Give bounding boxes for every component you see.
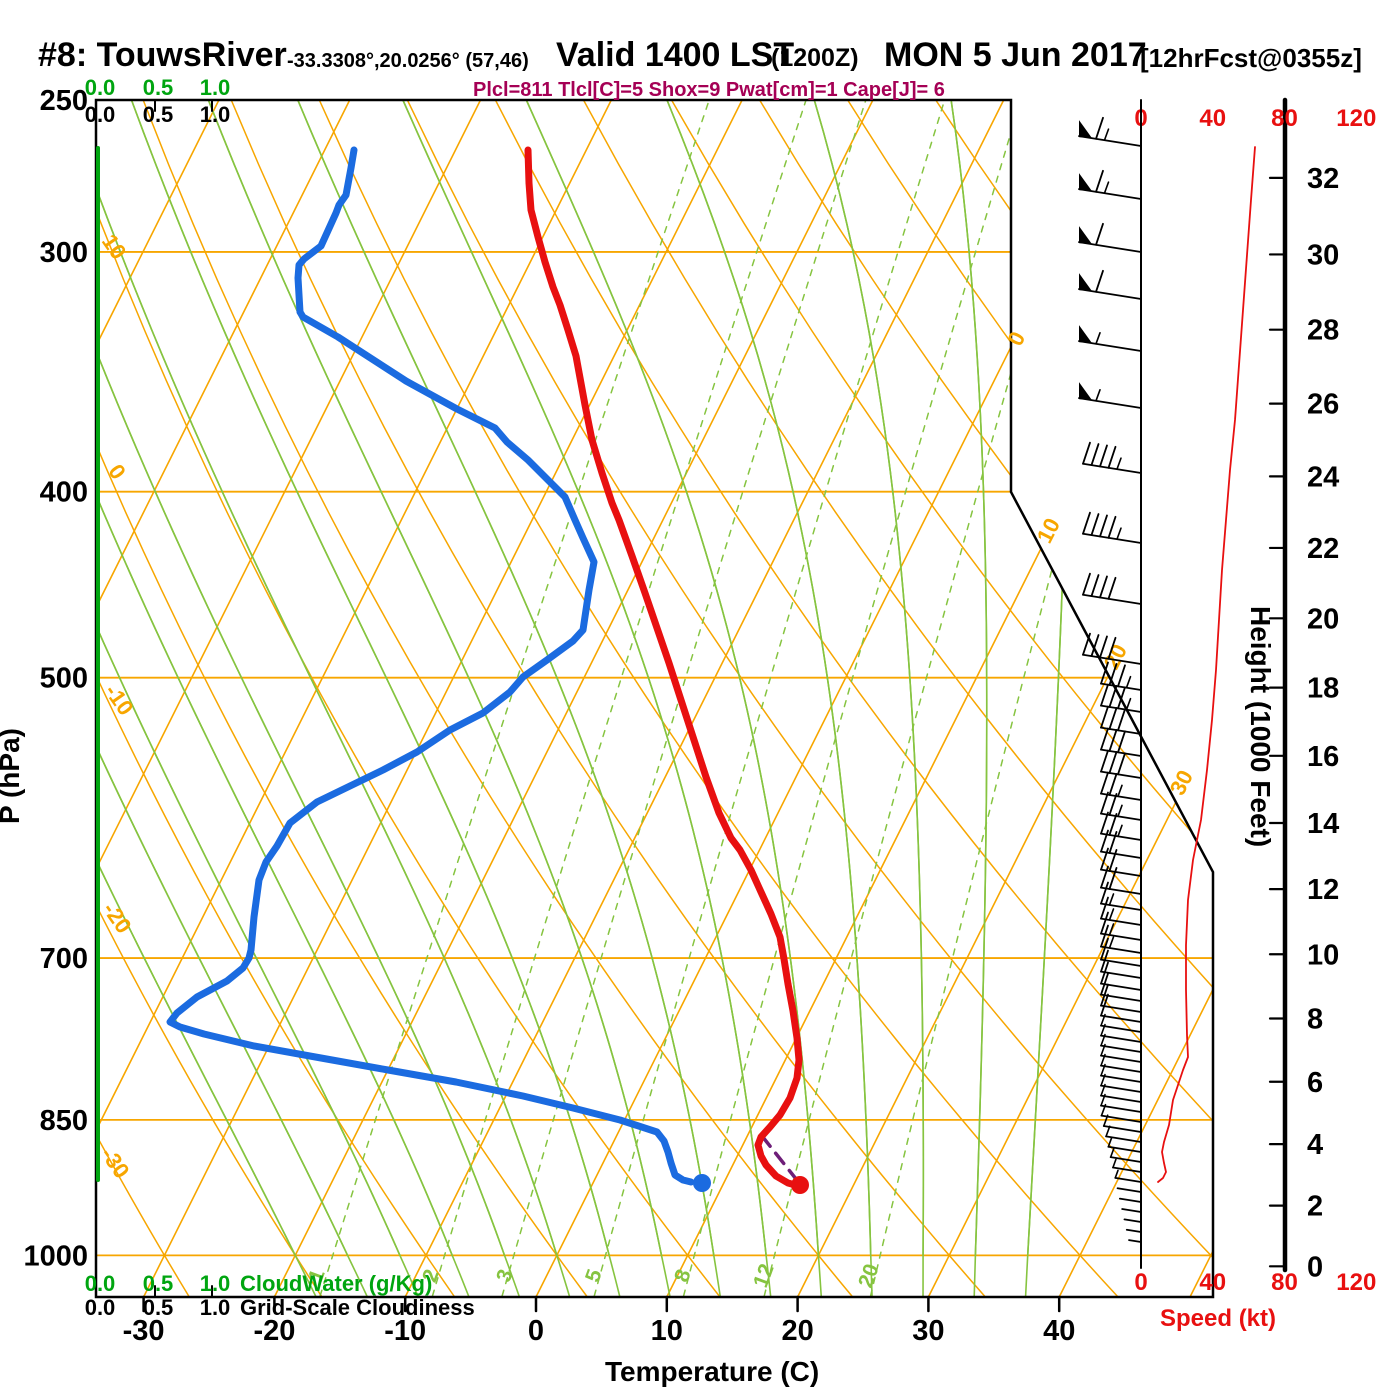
- svg-text:12: 12: [1307, 874, 1339, 906]
- moist-adiabats: [96, 100, 1071, 1297]
- svg-text:28: 28: [1307, 315, 1339, 347]
- svg-text:40: 40: [1043, 1315, 1075, 1347]
- valid-date: MON 5 Jun 2017: [884, 36, 1147, 74]
- svg-text:Grid-Scale Cloudiness: Grid-Scale Cloudiness: [240, 1295, 475, 1320]
- surface-dewpoint-marker: [693, 1174, 711, 1192]
- wind-barbs: [1078, 99, 1142, 1269]
- svg-text:0.0: 0.0: [85, 102, 116, 127]
- svg-text:0.5: 0.5: [143, 1295, 174, 1320]
- svg-text:1.0: 1.0: [200, 102, 231, 127]
- svg-text:30: 30: [1165, 766, 1198, 799]
- plot-border: [94, 98, 1215, 1299]
- svg-text:80: 80: [1271, 105, 1298, 132]
- svg-text:32: 32: [1307, 163, 1339, 195]
- background-grid: [96, 100, 1213, 1297]
- svg-text:22: 22: [1307, 533, 1339, 565]
- valid-time: Valid 1400 LST: [556, 36, 795, 74]
- surface-temp-marker: [791, 1176, 809, 1194]
- svg-text:0: 0: [1002, 327, 1030, 349]
- svg-text:0.5: 0.5: [143, 1271, 174, 1296]
- cloudwater-scale: 0.00.00.50.51.01.0 CloudWater (g/Kg): [85, 75, 433, 1296]
- svg-text:24: 24: [1307, 461, 1339, 493]
- svg-text:-30: -30: [96, 1143, 135, 1183]
- temperature-axis-label: Temperature (C): [605, 1356, 820, 1387]
- svg-text:850: 850: [40, 1105, 88, 1137]
- svg-text:10: 10: [651, 1315, 683, 1347]
- cloudiness-scale: 0.00.00.50.51.01.0 Grid-Scale Cloudiness: [85, 102, 475, 1320]
- svg-text:500: 500: [40, 663, 88, 695]
- svg-text:30: 30: [912, 1315, 944, 1347]
- svg-text:-20: -20: [253, 1315, 295, 1347]
- height-axis-label: Height (1000 Feet): [1245, 606, 1276, 848]
- svg-text:40: 40: [1199, 1269, 1226, 1296]
- svg-text:CloudWater (g/Kg): CloudWater (g/Kg): [240, 1271, 432, 1296]
- svg-text:6: 6: [1307, 1067, 1323, 1099]
- speed-axis-labels: 0 0 40 40 80 80 120 120: [1134, 105, 1376, 1296]
- svg-text:-10: -10: [384, 1315, 426, 1347]
- svg-text:5: 5: [581, 1266, 607, 1285]
- pressure-axis-label: P (hPa): [0, 728, 25, 824]
- temperature-trace: [524, 146, 803, 1190]
- svg-text:-10: -10: [100, 680, 139, 720]
- dewpoint-trace: [166, 146, 695, 1186]
- svg-text:1.0: 1.0: [200, 1271, 231, 1296]
- svg-text:1.0: 1.0: [200, 1295, 231, 1320]
- svg-text:14: 14: [1307, 808, 1339, 840]
- svg-text:0: 0: [103, 460, 131, 484]
- temperature-ticks: -30 -20 -10 0 10 20 30 40: [123, 99, 1075, 1347]
- svg-text:20: 20: [781, 1315, 813, 1347]
- svg-text:1.0: 1.0: [200, 75, 231, 100]
- forecast-tag: [12hrFcst@0355z]: [1140, 43, 1362, 73]
- svg-text:12: 12: [749, 1261, 779, 1291]
- svg-text:26: 26: [1307, 389, 1339, 421]
- dry-adiabats: [96, 100, 1213, 1297]
- svg-text:300: 300: [40, 237, 88, 269]
- svg-text:80: 80: [1271, 1269, 1298, 1296]
- svg-text:16: 16: [1307, 741, 1339, 773]
- svg-text:0: 0: [1134, 1269, 1147, 1296]
- svg-text:0.0: 0.0: [85, 1271, 116, 1296]
- station-title: #8: TouwsRiver: [38, 36, 287, 74]
- svg-text:0.5: 0.5: [143, 75, 174, 100]
- svg-text:-30: -30: [123, 1315, 165, 1347]
- station-coords: -33.3308°,20.0256° (57,46): [287, 50, 529, 72]
- svg-text:0.0: 0.0: [85, 1295, 116, 1320]
- indices-line: Plcl=811 Tlcl[C]=5 Shox=9 Pwat[cm]=1 Cap…: [473, 79, 945, 101]
- svg-text:1000: 1000: [23, 1240, 88, 1272]
- svg-text:8: 8: [1307, 1003, 1323, 1035]
- svg-text:40: 40: [1199, 105, 1226, 132]
- isotherm-grid: [96, 100, 1213, 1297]
- svg-text:120: 120: [1336, 1269, 1376, 1296]
- svg-text:0: 0: [1307, 1251, 1323, 1283]
- svg-text:400: 400: [40, 477, 88, 509]
- svg-text:3: 3: [492, 1266, 518, 1285]
- svg-text:18: 18: [1307, 673, 1339, 705]
- speed-axis-label: Speed (kt): [1160, 1305, 1277, 1332]
- svg-text:0.5: 0.5: [143, 102, 174, 127]
- svg-text:0: 0: [528, 1315, 544, 1347]
- pressure-tick-labels: 250 300 400 500 700 850 1000: [23, 85, 88, 1272]
- wind-speed-profile: [1157, 146, 1256, 1183]
- svg-text:20: 20: [854, 1261, 884, 1291]
- svg-text:10: 10: [1307, 939, 1339, 971]
- svg-text:250: 250: [40, 85, 88, 117]
- svg-text:0.0: 0.0: [85, 75, 116, 100]
- parcel-path: [760, 1134, 802, 1186]
- valid-zulu: (1200Z): [771, 44, 859, 72]
- svg-text:30: 30: [1307, 239, 1339, 271]
- svg-text:700: 700: [40, 943, 88, 975]
- svg-text:2: 2: [1307, 1191, 1323, 1223]
- svg-text:120: 120: [1336, 105, 1376, 132]
- svg-text:10: 10: [97, 230, 132, 264]
- svg-text:20: 20: [1307, 603, 1339, 635]
- svg-text:4: 4: [1307, 1129, 1323, 1161]
